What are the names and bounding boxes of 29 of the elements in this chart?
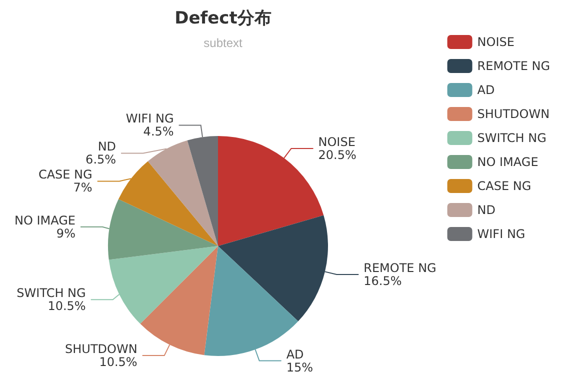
chart-title: Defect分布 bbox=[174, 8, 272, 28]
data-label: 20.5% bbox=[318, 148, 356, 162]
legend-label: REMOTE NG bbox=[477, 59, 550, 73]
slice-label: NOISE bbox=[318, 134, 356, 149]
data-label: 9% bbox=[56, 226, 76, 240]
legend-label: SHUTDOWN bbox=[477, 107, 550, 121]
slice-label: REMOTE NG bbox=[364, 260, 436, 275]
legend-label: ND bbox=[477, 203, 496, 217]
data-label: 7% bbox=[73, 180, 92, 195]
slice-label: NO IMAGE bbox=[14, 213, 76, 228]
slice-label: AD bbox=[286, 347, 304, 362]
legend-label: WIFI NG bbox=[477, 227, 526, 241]
legend-label: SWITCH NG bbox=[477, 131, 546, 145]
slice-label: SWITCH NG bbox=[16, 286, 86, 300]
legend-label: NO IMAGE bbox=[477, 155, 538, 169]
data-label: 15% bbox=[286, 360, 313, 374]
legend-label: AD bbox=[477, 83, 495, 97]
data-label: 10.5% bbox=[99, 355, 138, 370]
slice-label: WIFI NG bbox=[126, 112, 174, 126]
data-label: 16.5% bbox=[364, 274, 402, 288]
data-label: 4.5% bbox=[143, 124, 174, 139]
legend-label: NOISE bbox=[477, 35, 514, 49]
data-label: 6.5% bbox=[86, 152, 116, 167]
slice-label: ND bbox=[98, 140, 116, 154]
legend-label: CASE NG bbox=[477, 179, 532, 193]
chart-subtitle: subtext bbox=[204, 36, 244, 50]
data-label: 10.5% bbox=[48, 299, 86, 314]
slice-label: CASE NG bbox=[38, 168, 92, 182]
slice-label: SHUTDOWN bbox=[65, 342, 138, 356]
